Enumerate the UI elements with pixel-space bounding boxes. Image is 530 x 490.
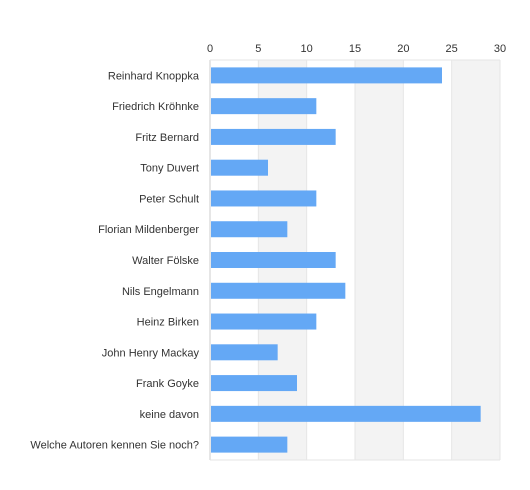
axes (209, 59, 500, 461)
band-25-30 (451, 60, 500, 460)
bar (211, 405, 481, 422)
category-label: keine davon (140, 409, 199, 421)
band-15-20 (355, 60, 404, 460)
category-label: John Henry Mackay (102, 347, 200, 359)
x-tick-label: 15 (349, 43, 361, 55)
category-labels: Reinhard Knoppka Friedrich Kröhnke Fritz B… (30, 70, 199, 451)
category-label: Tony Duvert (140, 163, 199, 175)
x-tick-labels: 0 5 10 15 20 25 30 (207, 43, 506, 55)
bar (211, 375, 297, 392)
bar (211, 221, 288, 238)
bar (211, 252, 336, 268)
bars (211, 67, 481, 453)
bar (211, 190, 317, 207)
bar (211, 313, 317, 330)
category-label: Fritz Bernard (135, 132, 199, 144)
bar (211, 344, 278, 361)
x-tick-label: 5 (255, 43, 261, 55)
category-label: Welche Autoren kennen Sie noch? (30, 440, 199, 452)
bar (211, 159, 268, 176)
category-label: Reinhard Knoppka (108, 70, 200, 82)
bar (211, 128, 336, 145)
bar (211, 282, 346, 299)
bar (211, 436, 288, 453)
category-label: Walter Fölske (132, 255, 199, 267)
x-tick-label: 10 (301, 43, 313, 55)
category-label: Frank Goyke (136, 378, 199, 390)
category-label: Peter Schult (139, 193, 199, 205)
background-bands (258, 60, 500, 460)
category-label: Heinz Birken (137, 317, 199, 329)
gridlines (257, 60, 501, 460)
bar (211, 67, 442, 84)
x-tick-label: 30 (494, 43, 506, 55)
category-label: Friedrich Kröhnke (112, 101, 199, 113)
category-label: Nils Engelmann (122, 286, 199, 298)
x-tick-label: 0 (207, 43, 213, 55)
x-tick-label: 25 (446, 43, 458, 55)
category-label: Florian Mildenberger (98, 224, 199, 236)
bar (211, 98, 317, 115)
x-tick-label: 20 (397, 43, 409, 55)
